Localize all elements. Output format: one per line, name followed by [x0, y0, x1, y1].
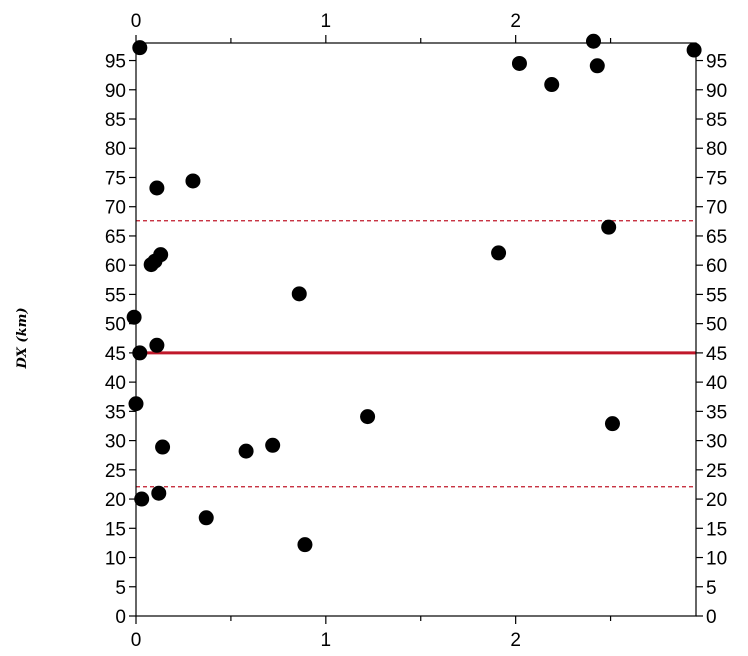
data-point — [155, 439, 171, 455]
y-tick-label-left: 30 — [105, 432, 126, 453]
y-tick-label-left: 10 — [105, 549, 126, 570]
x-tick-label-bottom: 2 — [510, 630, 521, 651]
x-axis-ticks: 0 0 1 1 2 2 — [131, 11, 612, 651]
y-tick-label-left: 80 — [105, 139, 126, 160]
y-axis-label: DX (km) — [15, 308, 30, 370]
y-tick-label-left: 40 — [105, 373, 126, 394]
data-point — [511, 55, 527, 71]
data-point — [149, 337, 165, 353]
data-point — [360, 409, 376, 425]
y-tick-label-right: 40 — [706, 373, 727, 394]
y-tick-label-left: 85 — [105, 110, 126, 131]
y-tick-label-right: 15 — [706, 519, 727, 540]
data-point — [238, 443, 254, 459]
data-point — [185, 173, 201, 189]
y-tick-label-right: 75 — [706, 168, 727, 189]
y-tick-label-left: 0 — [115, 607, 126, 628]
y-tick-label-left: 60 — [105, 256, 126, 277]
y-tick-label-right: 70 — [706, 198, 727, 219]
y-tick-label-right: 20 — [706, 490, 727, 511]
y-tick-label-right: 85 — [706, 110, 727, 131]
y-tick-label-right: 60 — [706, 256, 727, 277]
x-tick-label-bottom: 1 — [321, 630, 332, 651]
reference-lines — [136, 220, 696, 488]
y-tick-label-right: 10 — [706, 549, 727, 570]
data-point — [126, 309, 142, 325]
data-points — [126, 33, 702, 553]
data-point — [151, 485, 167, 501]
y-tick-label-right: 30 — [706, 432, 727, 453]
y-tick-label-left: 45 — [105, 344, 126, 365]
data-point — [134, 491, 150, 507]
x-tick-label-top: 0 — [131, 11, 142, 32]
plot-frame — [135, 42, 697, 617]
y-tick-label-right: 90 — [706, 81, 727, 102]
y-tick-label-right: 45 — [706, 344, 727, 365]
data-point — [291, 286, 307, 302]
x-tick-label-top: 2 — [510, 11, 521, 32]
y-tick-label-right: 55 — [706, 285, 727, 306]
data-point — [585, 33, 601, 49]
data-point — [604, 416, 620, 432]
y-tick-label-left: 20 — [105, 490, 126, 511]
y-tick-label-left: 70 — [105, 198, 126, 219]
data-point — [686, 42, 702, 58]
y-tick-label-right: 35 — [706, 402, 727, 423]
y-tick-label-left: 50 — [105, 315, 126, 336]
y-tick-label-right: 0 — [706, 607, 717, 628]
y-tick-label-left: 25 — [105, 461, 126, 482]
data-point — [265, 437, 281, 453]
y-tick-label-right: 95 — [706, 52, 727, 73]
y-tick-label-left: 95 — [105, 52, 126, 73]
y-tick-label-right: 80 — [706, 139, 727, 160]
y-tick-label-right: 65 — [706, 227, 727, 248]
data-point — [601, 219, 617, 235]
data-point — [198, 510, 214, 526]
data-point — [491, 245, 507, 261]
y-tick-label-left: 5 — [115, 578, 126, 599]
y-tick-label-left: 35 — [105, 402, 126, 423]
y-tick-label-left: 15 — [105, 519, 126, 540]
y-tick-label-right: 5 — [706, 578, 717, 599]
y-tick-label-left: 75 — [105, 168, 126, 189]
x-tick-label-top: 1 — [321, 11, 332, 32]
y-tick-label-right: 25 — [706, 461, 727, 482]
data-point — [149, 180, 165, 196]
y-tick-label-left: 90 — [105, 81, 126, 102]
data-point — [544, 77, 560, 93]
y-tick-label-left: 55 — [105, 285, 126, 306]
y-tick-label-right: 50 — [706, 315, 727, 336]
y-tick-label-left: 65 — [105, 227, 126, 248]
x-tick-label-bottom: 0 — [131, 630, 142, 651]
data-point — [297, 537, 313, 553]
data-point — [589, 58, 605, 74]
data-point — [143, 257, 159, 273]
